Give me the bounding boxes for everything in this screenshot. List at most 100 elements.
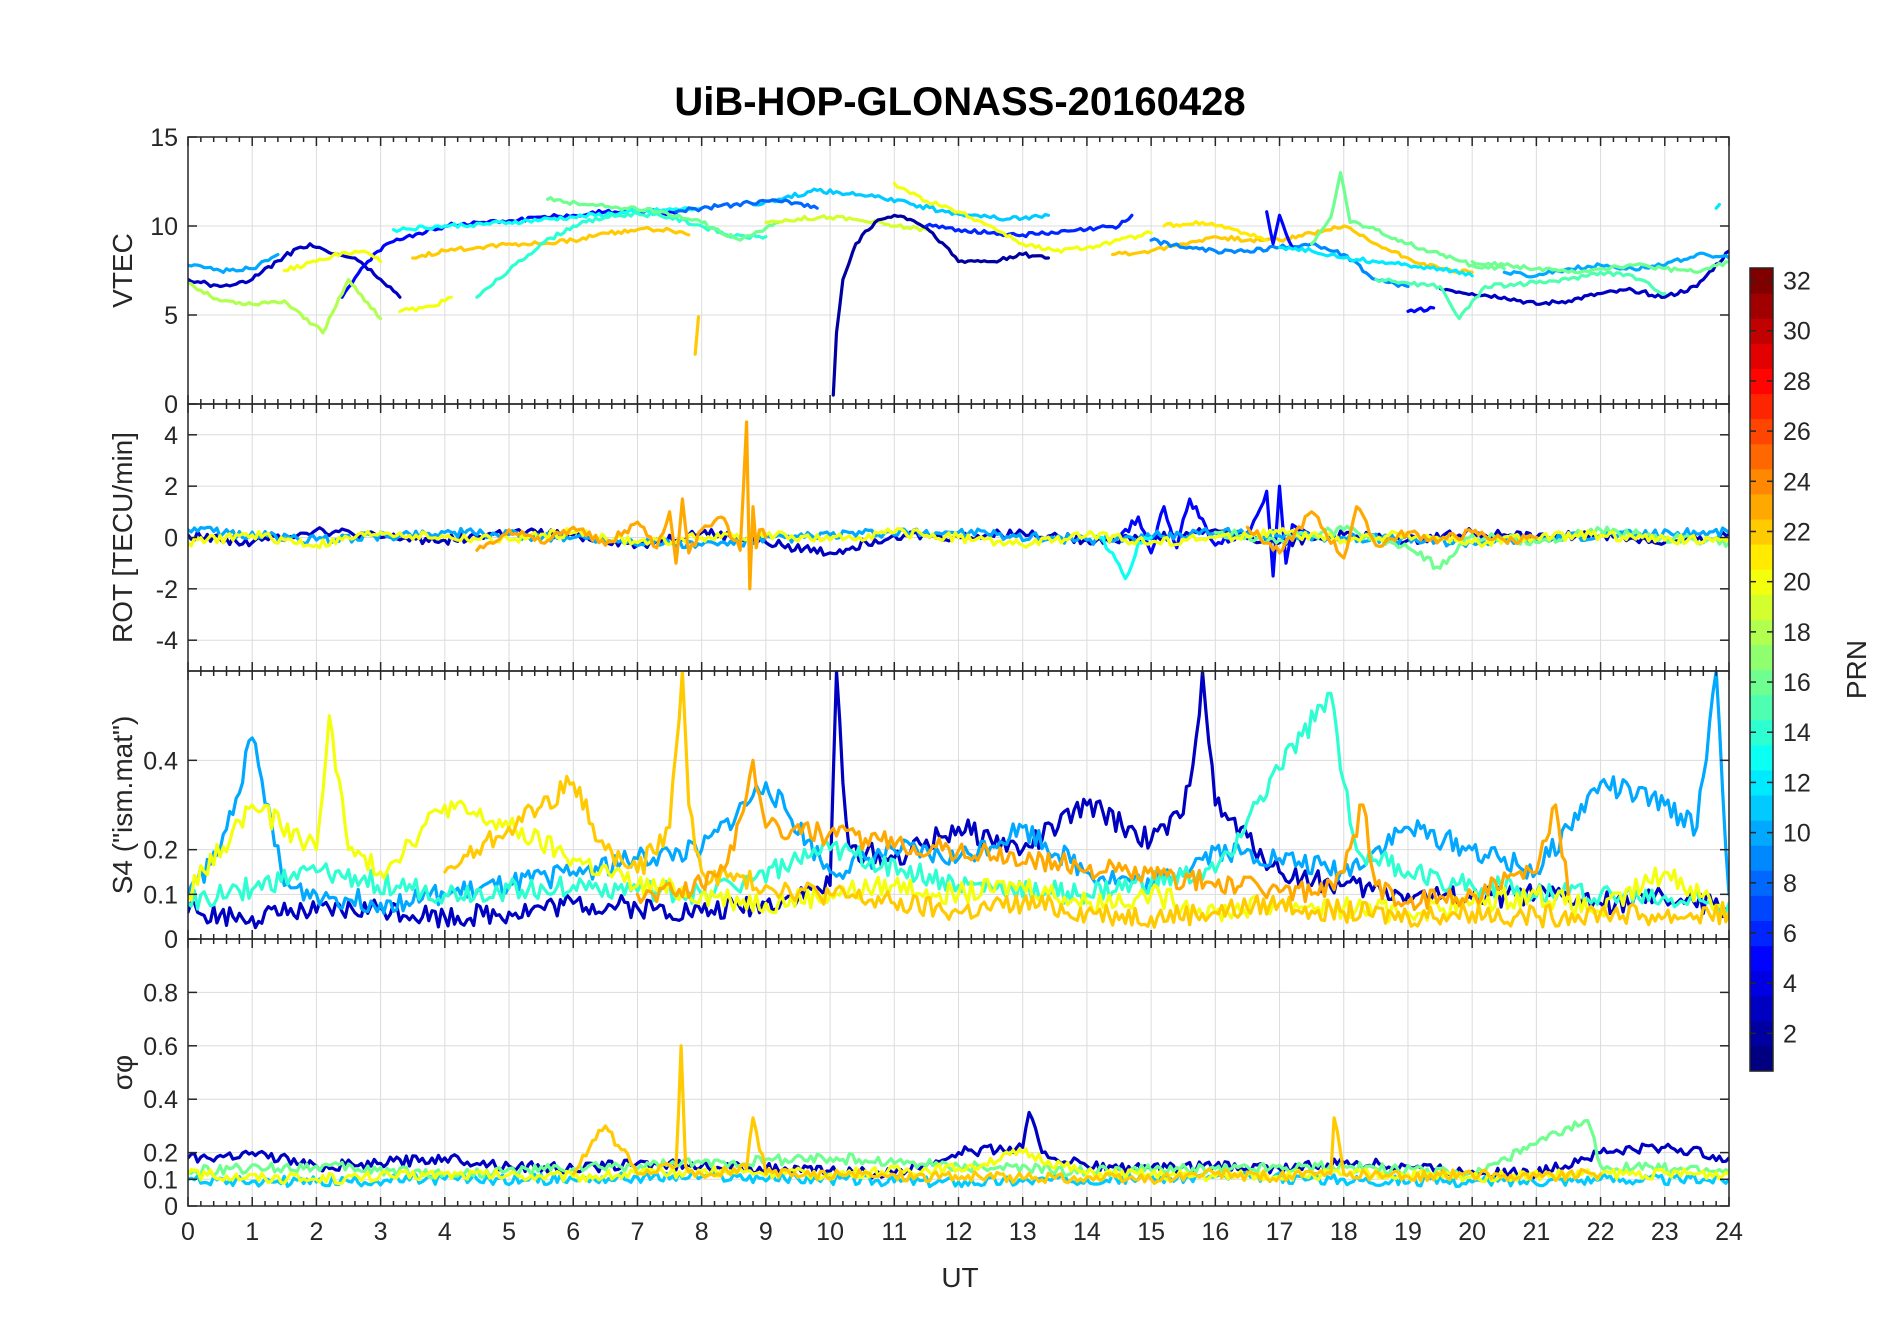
colorbar-cell bbox=[1750, 820, 1773, 846]
series-prn-14 bbox=[475, 210, 768, 299]
y-tick-label: 0 bbox=[164, 1193, 178, 1221]
series-prn-12 bbox=[1714, 203, 1721, 210]
y-tick-label: -4 bbox=[156, 627, 178, 655]
colorbar-cell bbox=[1750, 518, 1773, 545]
series-prn-5 bbox=[1117, 484, 1314, 578]
y-tick-label: -2 bbox=[156, 576, 178, 604]
y-axis-label-sigma: σφ bbox=[107, 1055, 138, 1090]
series-prn-14 bbox=[188, 691, 1729, 915]
series-prn-22 bbox=[411, 225, 691, 260]
colorbar-tick-label: 30 bbox=[1783, 318, 1811, 346]
y-tick-label: 0.1 bbox=[143, 881, 178, 909]
y-tick-label: 0.2 bbox=[143, 1140, 178, 1168]
y-axis-label-s4: S4 ("ism.mat") bbox=[107, 716, 138, 895]
colorbar-cell bbox=[1750, 769, 1773, 796]
series-prn-6 bbox=[924, 213, 1134, 239]
series-prn-22 bbox=[693, 315, 701, 356]
colorbar-tick-label: 6 bbox=[1783, 920, 1797, 948]
series-prn-23 bbox=[635, 758, 1571, 911]
x-tick-label: 0 bbox=[181, 1218, 195, 1246]
series-prn-18 bbox=[188, 277, 383, 335]
series-prn-11 bbox=[751, 187, 1050, 222]
series-group bbox=[188, 671, 1729, 930]
y-tick-label: 0.4 bbox=[143, 1086, 178, 1114]
x-axis-label: UT bbox=[941, 1262, 978, 1293]
y-tick-label: 0 bbox=[164, 391, 178, 419]
colorbar-tick-label: 10 bbox=[1783, 820, 1811, 848]
x-tick-label: 13 bbox=[1009, 1218, 1037, 1246]
colorbar-tick-label: 12 bbox=[1783, 769, 1811, 797]
x-tick-label: 11 bbox=[881, 1218, 907, 1246]
colorbar-cell bbox=[1750, 1020, 1773, 1047]
x-tick-label: 18 bbox=[1330, 1218, 1358, 1246]
colorbar-cell bbox=[1750, 870, 1773, 896]
series-prn-16 bbox=[546, 196, 781, 242]
series-prn-11 bbox=[188, 1170, 1729, 1189]
colorbar-cell bbox=[1750, 493, 1773, 520]
series-prn-21 bbox=[1162, 220, 1269, 242]
x-tick-label: 10 bbox=[816, 1218, 844, 1246]
colorbar-frame bbox=[1749, 267, 1774, 1072]
y-tick-label: 2 bbox=[164, 473, 178, 501]
x-tick-labels: 0 1 2 3 4 5 6 7 8 9 10 11 12 13 14 15 16 17 18 19 20 21 22 23 24 bbox=[181, 1218, 1743, 1246]
x-tick-label: 16 bbox=[1201, 1218, 1229, 1246]
series-prn-20 bbox=[282, 249, 383, 273]
series-prn-22 bbox=[443, 671, 1729, 929]
colorbar-cell bbox=[1750, 569, 1773, 595]
series-prn-5 bbox=[1406, 305, 1436, 314]
x-tick-label: 14 bbox=[1073, 1218, 1101, 1246]
y-tick-label: 0.6 bbox=[143, 1033, 178, 1061]
series-prn-20 bbox=[188, 527, 1729, 550]
colorbar-tick-label: 32 bbox=[1783, 268, 1811, 296]
colorbar-tick-label: 16 bbox=[1783, 669, 1811, 697]
x-tick-label: 23 bbox=[1651, 1218, 1679, 1246]
x-tick-label: 1 bbox=[245, 1218, 259, 1246]
colorbar-label: PRN bbox=[1841, 640, 1872, 699]
series-prn-8 bbox=[674, 198, 819, 214]
colorbar-tick-label: 8 bbox=[1783, 870, 1797, 898]
panel-s4: 0 0.1 0.2 0.4S4 ("ism.mat") bbox=[107, 670, 1730, 954]
series-prn-20 bbox=[892, 181, 1153, 254]
colorbar-cell bbox=[1750, 895, 1773, 922]
series-prn-2 bbox=[831, 213, 1050, 397]
panel-rot: -4 -2 0 2 4 ROT [TECU/min] bbox=[107, 403, 1730, 672]
y-tick-label: 5 bbox=[164, 302, 178, 330]
x-tick-label: 20 bbox=[1458, 1218, 1486, 1246]
series-prn-23 bbox=[1245, 505, 1538, 560]
x-tick-label: 9 bbox=[759, 1218, 773, 1246]
colorbar-cell bbox=[1750, 970, 1773, 997]
colorbar-cell bbox=[1750, 268, 1773, 294]
x-tick-label: 5 bbox=[502, 1218, 516, 1246]
colorbar-cell bbox=[1750, 418, 1773, 445]
colorbar-cell bbox=[1750, 644, 1773, 671]
colorbar-tick-label: 20 bbox=[1783, 569, 1811, 597]
colorbar-tick-label: 26 bbox=[1783, 418, 1811, 446]
colorbar-cell bbox=[1750, 468, 1773, 495]
colorbar-cell bbox=[1750, 719, 1773, 746]
series-prn-19 bbox=[764, 214, 928, 233]
colorbar-cell bbox=[1750, 318, 1773, 344]
x-tick-label: 24 bbox=[1715, 1218, 1743, 1246]
colorbar-tick-label: 24 bbox=[1783, 468, 1811, 496]
colorbar-tick-label: 14 bbox=[1783, 719, 1811, 747]
series-group bbox=[188, 420, 1729, 591]
x-tick-label: 17 bbox=[1266, 1218, 1294, 1246]
y-axis-label-vtec: VTEC bbox=[107, 233, 138, 308]
panel-sigma: 00.10.2 0.4 0.6 0.8 σφ bbox=[107, 938, 1730, 1221]
series-prn-12 bbox=[1277, 245, 1474, 278]
colorbar-cell bbox=[1750, 694, 1773, 721]
x-tick-label: 19 bbox=[1394, 1218, 1422, 1246]
y-tick-label: 0.1 bbox=[143, 1166, 178, 1194]
series-prn-3 bbox=[188, 1110, 1729, 1180]
colorbar-cell bbox=[1750, 393, 1773, 420]
panel-vtec: 0 5 10 15 VTEC bbox=[107, 124, 1730, 419]
x-tick-label: 6 bbox=[566, 1218, 580, 1246]
colorbar-cell bbox=[1750, 594, 1773, 620]
y-tick-label: 15 bbox=[150, 124, 178, 152]
colorbar-cell bbox=[1750, 945, 1773, 972]
series-prn-23 bbox=[475, 420, 768, 591]
colorbar-cell bbox=[1750, 443, 1773, 470]
